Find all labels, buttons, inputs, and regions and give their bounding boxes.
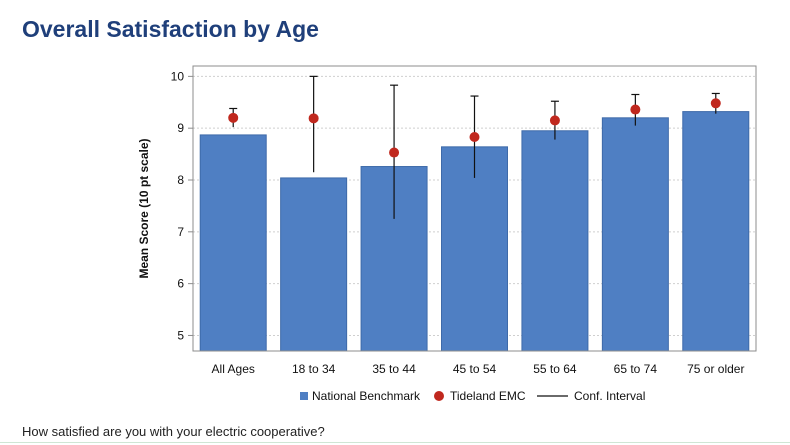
benchmark-bar <box>682 111 750 352</box>
x-tick-label: 55 to 64 <box>533 362 577 376</box>
tideland-point <box>469 131 480 142</box>
x-tick-label: 45 to 54 <box>453 362 497 376</box>
y-tick-label: 10 <box>171 69 185 83</box>
plot-frame <box>192 65 757 352</box>
legend-benchmark-label: National Benchmark <box>312 389 421 403</box>
tideland-point <box>228 112 239 123</box>
x-tick-label: 18 to 34 <box>292 362 336 376</box>
y-tick-label: 7 <box>177 225 184 239</box>
y-tick-label: 9 <box>177 121 184 135</box>
x-tick-label: 35 to 44 <box>372 362 416 376</box>
tideland-point <box>389 147 400 158</box>
y-tick-label: 8 <box>177 173 184 187</box>
benchmark-bar <box>521 130 589 352</box>
x-tick-label: 75 or older <box>687 362 744 376</box>
benchmark-bar <box>601 117 669 352</box>
legend-tideland-swatch <box>434 391 444 401</box>
tideland-point <box>710 98 721 109</box>
legend-tideland-label: Tideland EMC <box>450 389 526 403</box>
tideland-point <box>308 113 319 124</box>
footer-divider <box>0 442 790 443</box>
benchmark-bar <box>199 134 267 352</box>
page-title: Overall Satisfaction by Age <box>22 16 319 42</box>
legend: National Benchmark Tideland EMC Conf. In… <box>300 389 645 403</box>
y-tick-label: 6 <box>177 277 184 291</box>
x-tick-label: 65 to 74 <box>614 362 658 376</box>
y-tick-labels: 5 6 7 8 9 10 <box>171 69 193 342</box>
x-tick-label: All Ages <box>212 362 255 376</box>
survey-question: How satisfied are you with your electric… <box>22 424 325 439</box>
x-tick-labels: All Ages 18 to 34 35 to 44 45 to 54 55 to 64… <box>212 362 745 376</box>
tideland-points <box>228 98 721 158</box>
benchmark-bars <box>199 111 750 352</box>
legend-ci-label: Conf. Interval <box>574 389 645 403</box>
tideland-point <box>630 104 641 115</box>
legend-benchmark-swatch <box>300 392 308 400</box>
y-axis-title: Mean Score (10 pt scale) <box>137 138 151 278</box>
satisfaction-chart: 5 6 7 8 9 10 All Ages 18 to 34 35 to 44 45 to 54… <box>137 65 757 403</box>
tideland-point <box>549 115 560 126</box>
benchmark-bar <box>280 177 348 352</box>
y-tick-label: 5 <box>177 328 184 342</box>
